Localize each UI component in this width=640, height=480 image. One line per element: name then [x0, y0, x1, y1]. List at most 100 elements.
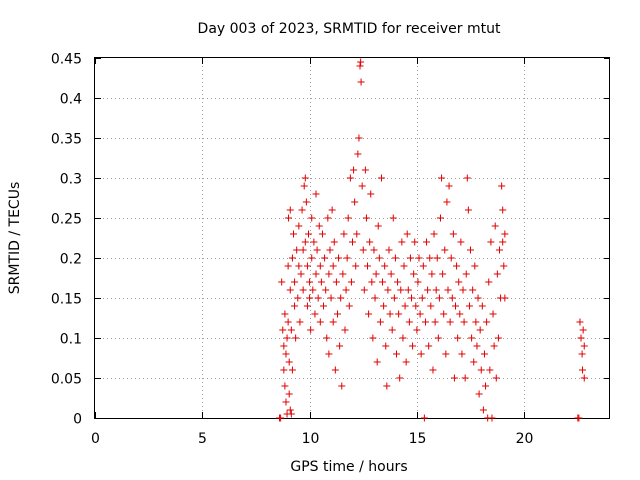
data-point — [436, 214, 444, 222]
data-point — [406, 254, 414, 262]
grid-lines — [95, 58, 610, 418]
data-point — [324, 214, 332, 222]
data-point — [428, 270, 436, 278]
data-point — [431, 318, 439, 326]
y-tick-label: 0.35 — [51, 132, 82, 148]
data-point — [468, 334, 476, 342]
data-point — [396, 374, 404, 382]
data-point — [338, 382, 346, 390]
data-point — [459, 286, 467, 294]
data-point — [400, 262, 408, 270]
data-point — [337, 294, 345, 302]
data-point — [312, 190, 320, 198]
data-point — [344, 214, 352, 222]
data-point — [286, 206, 294, 214]
y-tick-label: 0.45 — [51, 52, 82, 68]
data-point — [427, 302, 435, 310]
data-point — [336, 342, 344, 350]
data-point — [447, 254, 455, 262]
data-point — [458, 350, 466, 358]
data-point — [313, 246, 321, 254]
data-point — [374, 222, 382, 230]
data-point — [454, 334, 462, 342]
data-point — [368, 278, 376, 286]
data-point — [421, 318, 429, 326]
data-point — [278, 278, 286, 286]
data-point — [343, 254, 351, 262]
data-point — [450, 374, 458, 382]
data-point — [453, 262, 461, 270]
data-point — [291, 302, 299, 310]
data-point — [299, 246, 307, 254]
data-point — [282, 398, 290, 406]
data-point — [456, 310, 464, 318]
data-point — [475, 390, 483, 398]
data-point — [413, 326, 421, 334]
data-point — [323, 334, 331, 342]
x-axis: 0 5 10 15 20 — [91, 58, 533, 447]
data-point — [462, 270, 470, 278]
data-point — [310, 238, 318, 246]
data-point — [398, 238, 406, 246]
data-point — [401, 302, 409, 310]
data-point — [395, 310, 403, 318]
data-point — [312, 270, 320, 278]
data-point — [328, 206, 336, 214]
data-point — [352, 262, 360, 270]
data-point — [303, 262, 311, 270]
data-point — [575, 414, 583, 422]
data-point — [320, 302, 328, 310]
data-point — [358, 182, 366, 190]
data-point — [460, 318, 468, 326]
data-point — [308, 254, 316, 262]
data-point — [442, 350, 450, 358]
data-point — [365, 310, 373, 318]
y-tick-label: 0.2 — [60, 252, 82, 268]
y-tick-label: 0 — [73, 412, 82, 428]
data-point — [317, 278, 325, 286]
data-point — [361, 166, 369, 174]
data-point — [461, 374, 469, 382]
data-point — [377, 174, 385, 182]
data-point — [350, 166, 358, 174]
data-point — [408, 294, 416, 302]
data-point — [445, 182, 453, 190]
data-point — [403, 230, 411, 238]
data-point — [412, 302, 420, 310]
data-point — [441, 246, 449, 254]
data-point — [293, 246, 301, 254]
data-point — [492, 374, 500, 382]
data-point — [404, 286, 412, 294]
data-point — [415, 254, 423, 262]
data-point — [379, 278, 387, 286]
y-axis-label: SRMTID / TECUs — [7, 182, 23, 295]
data-point — [285, 358, 293, 366]
y-axis: 0 0.05 0.1 0.15 0.2 0.25 0.3 0.35 0.4 0.45 — [51, 52, 610, 428]
chart-title: Day 003 of 2023, SRMTID for receiver mtu… — [198, 21, 501, 37]
data-point — [501, 294, 509, 302]
y-tick-label: 0.1 — [60, 332, 82, 348]
data-point — [438, 174, 446, 182]
data-point — [375, 254, 383, 262]
x-tick-label: 10 — [302, 431, 320, 447]
data-point — [339, 270, 347, 278]
data-point — [329, 318, 337, 326]
data-point — [483, 318, 491, 326]
data-point — [345, 302, 353, 310]
data-point — [429, 366, 437, 374]
data-point — [578, 350, 586, 358]
data-point — [286, 406, 294, 414]
data-point — [425, 342, 433, 350]
data-point — [470, 358, 478, 366]
data-point — [367, 190, 375, 198]
data-point — [418, 294, 426, 302]
data-point — [499, 206, 507, 214]
data-point — [391, 254, 399, 262]
data-point — [463, 174, 471, 182]
data-point — [370, 246, 378, 254]
data-point — [424, 286, 432, 294]
data-point — [354, 150, 362, 158]
data-point — [439, 270, 447, 278]
y-tick-label: 0.05 — [51, 372, 82, 388]
data-point — [579, 326, 587, 334]
